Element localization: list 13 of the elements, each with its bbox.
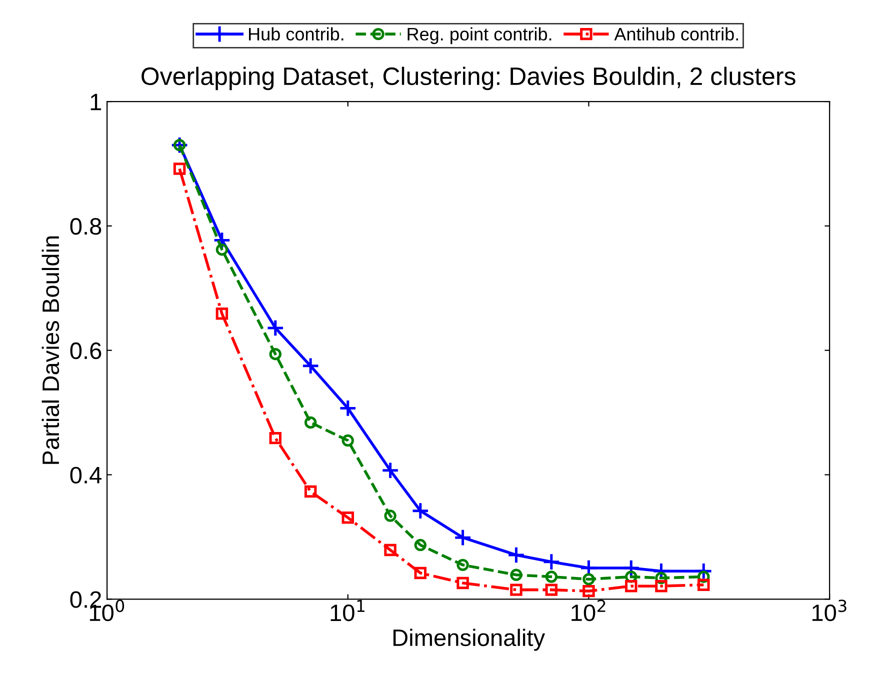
legend-label: Reg. point contrib. bbox=[408, 27, 552, 44]
x-axis-title: Dimensionality bbox=[393, 628, 546, 651]
legend-label: Antihub contrib. bbox=[614, 27, 738, 41]
y-tick-label: 0.4 bbox=[70, 466, 102, 484]
x-tick-label: 10$^{2}$ bbox=[572, 600, 606, 622]
legend-label: Hub contrib. bbox=[249, 27, 344, 41]
chart-title: Overlapping Dataset, Clustering: Davies Bouldin, 2 clusters bbox=[142, 66, 796, 90]
y-tick-label: 0.6 bbox=[70, 342, 102, 360]
x-tick-label: 10$^{3}$ bbox=[812, 600, 846, 622]
x-tick-label: 10$^{1}$ bbox=[330, 600, 364, 622]
y-tick-label: 0.8 bbox=[70, 218, 102, 235]
y-tick-label: 1 bbox=[90, 94, 102, 110]
y-axis-title: Partial Davies Bouldin bbox=[42, 236, 60, 464]
